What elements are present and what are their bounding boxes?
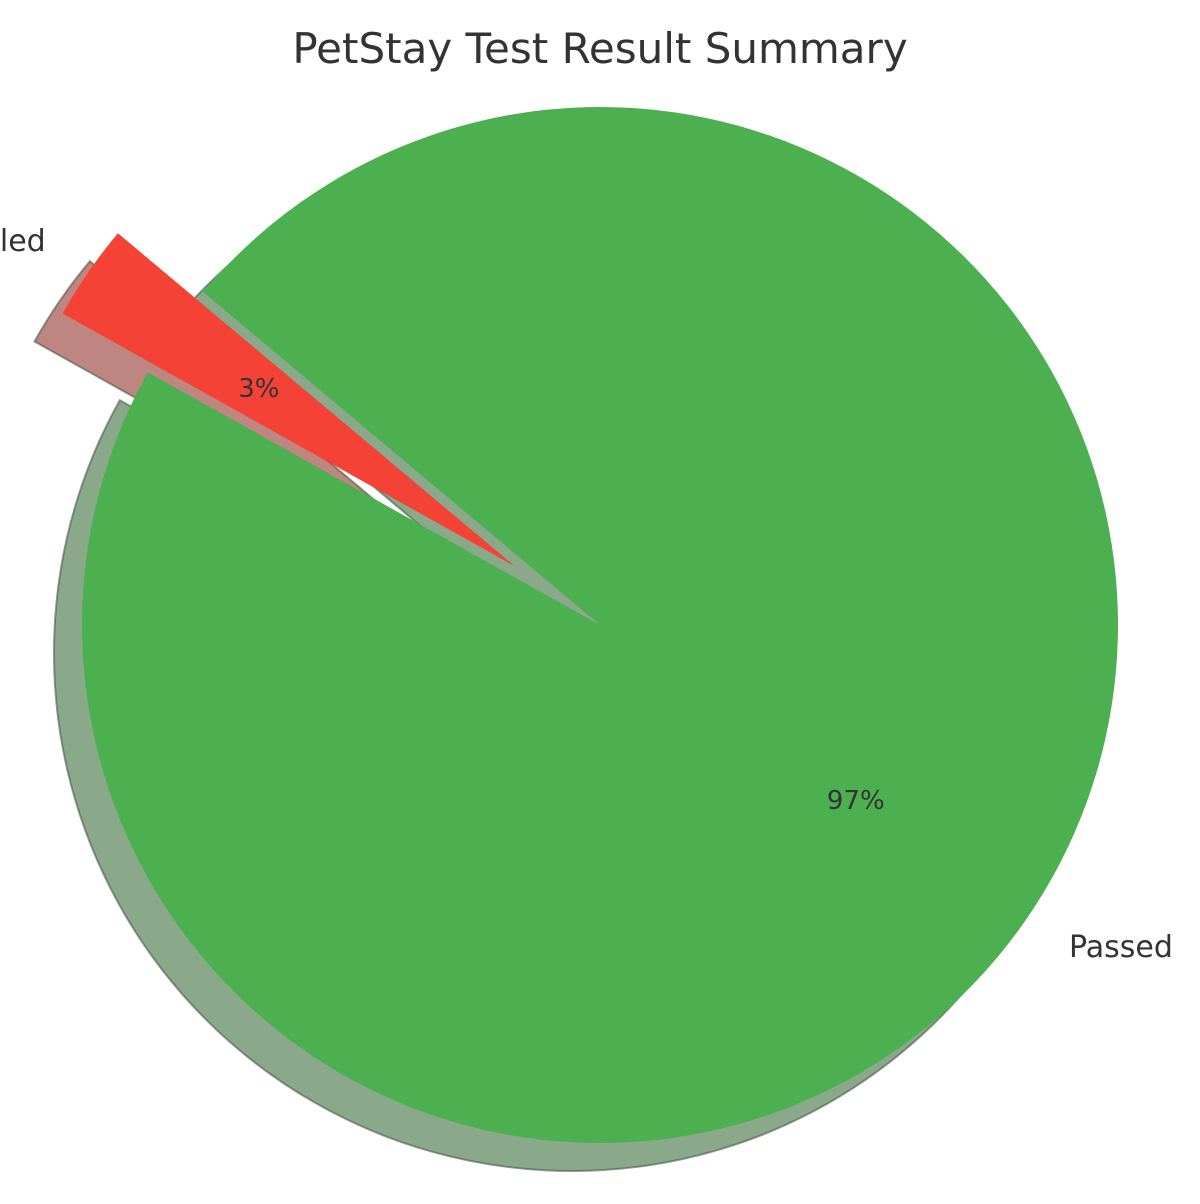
slice-percent-failed: 3% xyxy=(238,374,279,404)
label-layer: Failed 3% Passed 97% xyxy=(0,224,1173,965)
pie-slice-passed xyxy=(82,106,1119,1143)
slice-label-passed: Passed xyxy=(1069,930,1173,965)
slice-percent-passed: 97% xyxy=(827,786,885,816)
chart-title: PetStay Test Result Summary xyxy=(292,24,907,73)
slice-layer xyxy=(62,106,1119,1143)
pie-slice-failed xyxy=(62,233,515,567)
slice-label-failed: Failed xyxy=(0,224,46,259)
